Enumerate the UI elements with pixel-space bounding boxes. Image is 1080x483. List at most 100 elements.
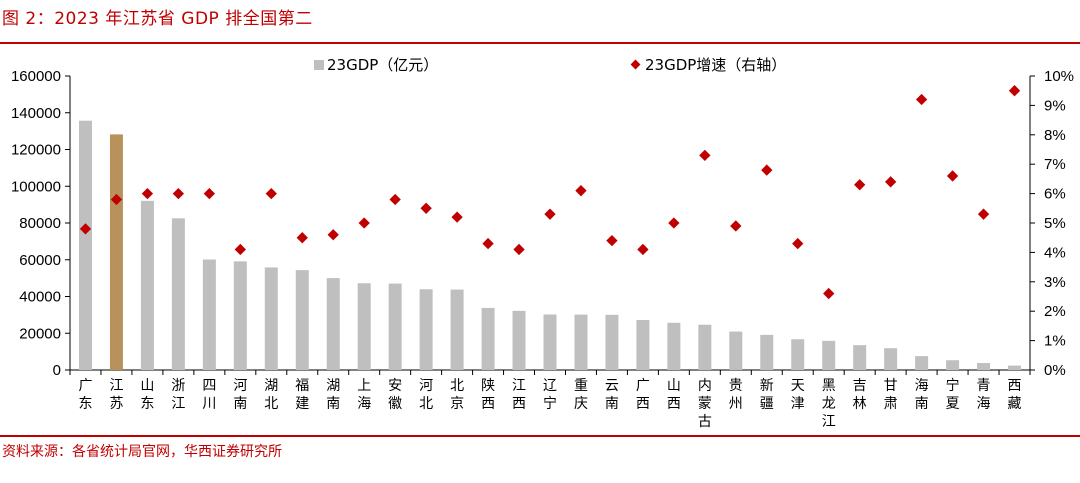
legend-bar-label: 23GDP（亿元） [327,56,438,74]
legend-marker-swatch [630,59,641,70]
right-tick-label: 3% [1044,274,1066,291]
left-tick-label: 60000 [19,252,61,269]
category-label: 吉林 [853,378,867,412]
category-label: 江苏 [109,378,123,412]
category-label: 西藏 [1008,378,1022,412]
gdp-bar [574,314,588,370]
marker-series [79,85,1021,300]
growth-marker [792,237,804,250]
category-label: 安徽 [388,378,402,412]
category-label: 广西 [636,378,650,412]
right-tick-label: 4% [1044,244,1066,261]
growth-marker [668,217,680,229]
right-tick-label: 1% [1044,333,1066,350]
category-label: 北京 [450,378,464,412]
gdp-bar [295,270,309,370]
category-label: 陕西 [481,378,495,412]
growth-marker [606,234,618,247]
growth-marker [513,243,525,256]
bar-series [78,120,1022,370]
category-label: 上海 [357,378,371,412]
legend-bar-swatch [314,60,324,70]
gdp-bar [357,283,371,370]
growth-marker [420,202,432,214]
right-tick-label: 10% [1044,68,1074,85]
growth-marker [544,208,556,220]
category-label: 湖南 [326,378,340,412]
gdp-bar [791,339,805,370]
gdp-bar [512,310,526,370]
category-label: 江西 [512,378,526,412]
left-tick-label: 0 [53,362,61,379]
growth-marker [451,211,463,223]
category-label: 四川 [202,378,216,412]
gdp-bar [822,340,836,370]
left-tick-label: 20000 [19,325,61,342]
right-tick-label: 5% [1044,215,1066,232]
growth-marker [358,217,370,229]
left-tick-label: 100000 [11,178,61,195]
chart-axes: 0 20000 40000 60000 80000 100000 120000 140000 1… [11,68,1074,430]
growth-marker [575,185,587,197]
category-label: 甘肃 [884,378,898,412]
gdp-bar [388,283,402,370]
right-tick-label: 8% [1044,127,1066,144]
category-label: 湖北 [264,378,278,412]
right-tick-label: 0% [1044,362,1066,379]
category-label: 青海 [977,378,991,412]
top-divider [0,42,1080,44]
gdp-bar [450,289,464,370]
growth-marker [172,187,185,200]
growth-marker [915,93,928,106]
category-label: 福建 [295,378,309,412]
growth-marker [637,243,649,256]
bottom-divider [0,435,1080,437]
gdp-bar [78,120,92,370]
growth-marker [884,176,897,188]
growth-marker [265,187,277,200]
right-tick-label: 7% [1044,156,1066,173]
left-tick-label: 140000 [11,105,61,122]
gdp-bar [698,324,712,370]
gdp-bar [543,314,557,370]
category-label: 浙江 [171,378,185,412]
category-label: 贵州 [729,378,743,412]
category-label: 广东 [78,378,92,412]
gdp-bar [140,200,154,370]
growth-marker [761,164,773,176]
category-label: 山东 [140,378,154,412]
chart-legend: 23GDP（亿元） 23GDP增速（右轴） [314,56,786,74]
category-label: 云南 [605,378,619,412]
growth-marker [730,220,742,232]
growth-marker [141,187,154,200]
left-tick-label: 160000 [11,68,61,85]
figure-source: 资料来源：各省统计局官网，华西证券研究所 [2,444,282,460]
right-tick-label: 9% [1044,97,1066,114]
category-label: 宁夏 [946,377,960,412]
left-tick-label: 80000 [19,215,61,232]
growth-marker [327,229,339,241]
right-tick-label: 6% [1044,186,1066,203]
gdp-bar [636,320,650,370]
growth-marker [482,237,494,250]
category-label: 海南 [915,378,929,412]
gdp-bar [915,356,929,370]
gdp-chart: 0 20000 40000 60000 80000 100000 120000 140000 1… [11,56,1074,430]
growth-marker [977,208,990,220]
gdp-bar [977,363,991,370]
gdp-bar [1008,365,1022,370]
category-label: 黑龙江 [822,378,836,430]
growth-marker [203,187,216,200]
gdp-bar [419,289,433,370]
growth-marker [296,232,308,244]
gdp-bar [946,360,960,370]
gdp-bar [729,331,743,370]
category-label: 河北 [419,378,433,412]
gdp-bar [109,134,123,370]
category-label: 新疆 [760,378,774,412]
gdp-bar [326,278,340,370]
gdp-bar [202,259,216,370]
category-label: 山西 [667,378,681,412]
category-label: 天津 [791,378,805,412]
left-tick-label: 120000 [11,142,61,159]
